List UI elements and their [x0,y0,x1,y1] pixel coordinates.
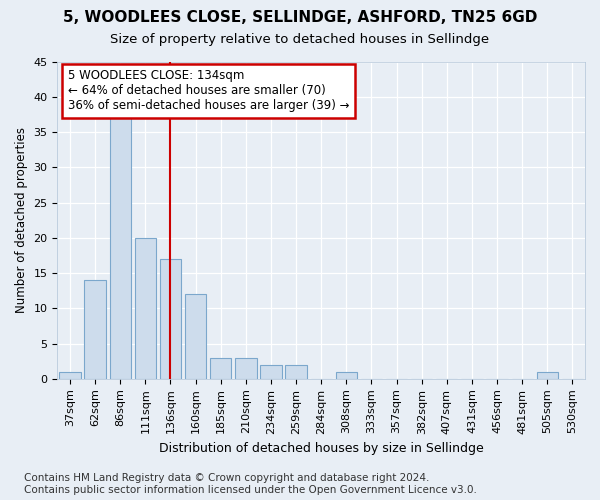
Bar [335,372,357,379]
Bar [536,372,558,379]
Bar [110,118,131,379]
Bar [160,259,181,379]
Bar [286,364,307,379]
Bar [85,280,106,379]
X-axis label: Distribution of detached houses by size in Sellindge: Distribution of detached houses by size … [159,442,484,455]
Bar [210,358,232,379]
Bar [185,294,206,379]
Text: Size of property relative to detached houses in Sellindge: Size of property relative to detached ho… [110,32,490,46]
Text: 5, WOODLEES CLOSE, SELLINDGE, ASHFORD, TN25 6GD: 5, WOODLEES CLOSE, SELLINDGE, ASHFORD, T… [63,10,537,25]
Text: Contains HM Land Registry data © Crown copyright and database right 2024.
Contai: Contains HM Land Registry data © Crown c… [24,474,477,495]
Bar [260,364,281,379]
Bar [59,372,80,379]
Bar [235,358,257,379]
Text: 5 WOODLEES CLOSE: 134sqm
← 64% of detached houses are smaller (70)
36% of semi-d: 5 WOODLEES CLOSE: 134sqm ← 64% of detach… [68,70,349,112]
Y-axis label: Number of detached properties: Number of detached properties [15,127,28,313]
Bar [134,238,156,379]
